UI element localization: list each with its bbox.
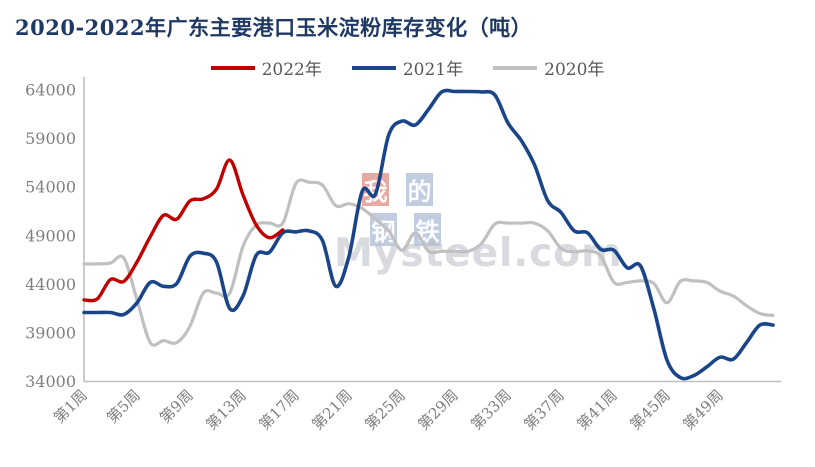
x-axis-tick-label: 第29周 — [414, 386, 461, 433]
x-axis-tick-label: 第41周 — [573, 386, 620, 433]
legend-swatch-2022 — [210, 65, 255, 70]
series-line-2022 — [82, 158, 285, 303]
x-axis-tick-label: 第9周 — [156, 386, 197, 427]
legend-label-2020: 2020年 — [544, 60, 605, 80]
y-axis-tick-label: 59000 — [25, 129, 76, 148]
series-line-2021 — [82, 88, 775, 381]
y-axis-tick-label: 34000 — [25, 372, 76, 391]
legend-swatch-2021 — [351, 65, 396, 70]
legend-item-2022: 2022年 — [210, 55, 322, 80]
x-axis-tick-label: 第25周 — [361, 386, 408, 433]
x-axis-tick-label: 第1周 — [50, 386, 91, 427]
series-line-2020 — [82, 178, 775, 347]
legend-item-2021: 2021年 — [351, 55, 464, 80]
y-axis-tick-label: 49000 — [25, 226, 76, 245]
x-axis-tick-label: 第49周 — [679, 386, 726, 433]
x-axis-tick-label: 第13周 — [202, 386, 249, 433]
legend: 2022年 2021年 2020年 — [0, 55, 815, 80]
legend-label-2021: 2021年 — [402, 60, 464, 80]
x-axis-tick-label: 第21周 — [308, 386, 355, 433]
x-axis-tick-label: 第5周 — [103, 386, 144, 427]
x-axis-tick-label: 第17周 — [255, 386, 302, 433]
y-axis-tick-label: 39000 — [25, 323, 76, 342]
y-axis-tick-label: 54000 — [25, 178, 76, 197]
y-axis-tick-label: 64000 — [25, 81, 76, 100]
legend-swatch-2020 — [493, 65, 538, 70]
x-axis-tick-label: 第37周 — [520, 386, 567, 433]
x-axis-tick-label: 第45周 — [626, 386, 673, 433]
y-axis-tick-label: 44000 — [25, 275, 76, 294]
x-axis-tick-label: 第33周 — [467, 386, 514, 433]
legend-item-2020: 2020年 — [493, 55, 604, 80]
chart-title: 2020-2022年广东主要港口玉米淀粉库存变化（吨） — [15, 15, 533, 40]
legend-label-2022: 2022年 — [261, 60, 322, 80]
